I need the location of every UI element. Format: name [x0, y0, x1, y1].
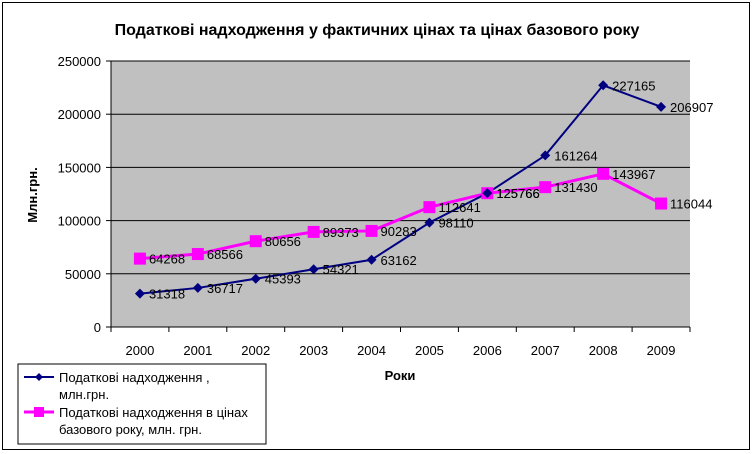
data-point [308, 264, 319, 275]
data-label: 206907 [670, 100, 713, 115]
data-point [365, 224, 378, 237]
x-tick-label: 2001 [183, 343, 212, 358]
plot-background [111, 61, 690, 327]
data-point [249, 235, 262, 248]
data-point [366, 254, 377, 265]
x-tick-label: 2003 [299, 343, 328, 358]
data-label: 45393 [265, 272, 301, 287]
data-label: 89373 [323, 225, 359, 240]
data-label: 125766 [496, 186, 539, 201]
data-point [307, 225, 320, 238]
data-label: 131430 [554, 180, 597, 195]
data-label: 68566 [207, 247, 243, 262]
legend-marker [34, 407, 44, 417]
y-tick-label: 150000 [58, 160, 101, 175]
x-tick-label: 2008 [589, 343, 618, 358]
data-point [423, 201, 436, 214]
chart-title: Податкові надходження у фактичних цінах … [115, 22, 640, 39]
x-tick-label: 2004 [357, 343, 386, 358]
legend-box [17, 363, 267, 445]
y-tick-label: 250000 [58, 54, 101, 69]
data-label: 125766 [496, 186, 539, 201]
data-label: 90283 [381, 224, 417, 239]
x-tick-label: 2005 [415, 343, 444, 358]
data-label: 63162 [381, 253, 417, 268]
data-point [656, 101, 667, 112]
data-point [134, 288, 145, 299]
data-label: 112641 [438, 200, 480, 215]
data-label: 64268 [149, 252, 185, 267]
plot-area: 0 50000 100000 150000 200000 250000 2000 2001 20… [58, 54, 714, 358]
data-point [250, 273, 261, 284]
y-tick-label: 0 [94, 320, 101, 335]
data-label: 54321 [323, 262, 359, 277]
legend-entry: базового року, млн. грн. [59, 422, 202, 437]
legend-entry: Податкові надходження , [59, 370, 210, 385]
series-line [139, 84, 662, 295]
data-point [191, 248, 204, 261]
x-tick-label: 2009 [647, 343, 676, 358]
data-label: 227165 [612, 78, 655, 93]
data-point [482, 188, 493, 199]
data-point [192, 282, 203, 293]
data-label: 161264 [554, 148, 597, 163]
data-label: 143967 [612, 167, 655, 182]
data-point [540, 150, 551, 161]
data-label: 36717 [207, 281, 243, 296]
x-tick-label: 2000 [125, 343, 154, 358]
y-tick-label: 50000 [65, 267, 101, 282]
y-axis-label: Млн.грн. [25, 167, 40, 222]
x-axis-label: Роки [385, 368, 416, 383]
data-label: 31318 [149, 287, 185, 302]
legend-entry: млн.грн. [59, 387, 109, 402]
legend: Податкові надходження , млн.грн. Податкові… [17, 363, 267, 445]
data-point [598, 80, 609, 91]
y-tick-label: 100000 [58, 214, 101, 229]
data-point [539, 181, 552, 194]
y-tick-label: 200000 [58, 107, 101, 122]
data-label: 116044 [670, 197, 712, 212]
series-line [139, 172, 662, 261]
legend-marker [35, 373, 43, 381]
x-tick-label: 2006 [473, 343, 502, 358]
data-label: 98110 [438, 216, 473, 231]
x-tick-label: 2002 [241, 343, 270, 358]
data-point [655, 197, 668, 210]
data-point [597, 167, 610, 180]
legend-entry: Податкові надходження в цінах [59, 405, 248, 420]
data-point [133, 252, 146, 265]
data-label: 80656 [265, 234, 301, 249]
data-point [424, 217, 435, 228]
x-tick-label: 2007 [531, 343, 560, 358]
